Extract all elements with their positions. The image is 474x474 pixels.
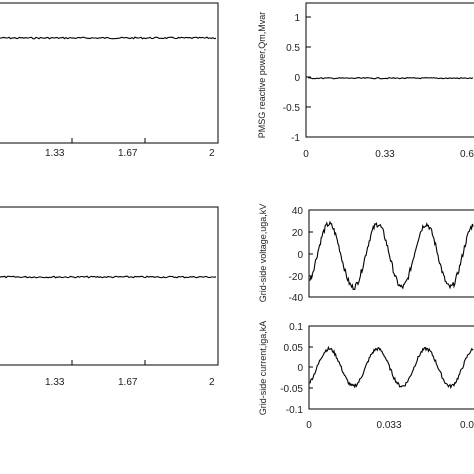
x-tick-label: 2 [209,377,215,388]
series-line [0,275,217,279]
x-tick-label: 0.033 [376,420,401,431]
y-tick-label: 0 [297,363,303,374]
series-line [307,77,474,80]
panel-frame [0,206,219,366]
y-tick-label: -40 [289,293,304,304]
x-tick-label: 0.0 [460,420,474,431]
y-tick-label: 20 [292,228,304,239]
x-tick-label: 1.33 [45,148,65,159]
y-tick-label: -0.1 [286,405,304,416]
x-tick-label: 0 [306,420,312,431]
series-line [0,36,217,40]
panel-frame [0,2,219,144]
y-tick-label: -0.5 [283,103,301,114]
y-tick-label: -0.05 [280,384,303,395]
y-tick-label: 0.1 [289,322,303,333]
y-axis-label: Grid-side voltage,uga,kV [258,204,268,303]
panel-bottom-left: 1.33 1.67 2 [0,206,219,388]
x-tick-label: 0 [303,149,309,160]
y-tick-label: 0 [294,73,300,84]
x-tick-label: 2 [209,148,215,159]
panel-frame [308,325,474,410]
y-tick-label: -1 [291,133,300,144]
panel-grid-voltage: 40 20 0 -20 -40 Grid-side voltage,uga,kV [258,204,474,304]
y-tick-label: 0.05 [284,343,304,354]
y-axis-label: Grid-side current,iga,kA [258,321,268,416]
y-tick-label: 1 [294,13,300,24]
x-tick-label: 1.67 [118,148,138,159]
panel-top-right: 1 0.5 0 -0.5 -1 0 0.33 0.6 PMSG reactive… [257,2,474,160]
series-line [309,345,474,390]
x-tick-label: 0.6 [460,149,474,160]
panel-frame [308,209,474,298]
x-tick-label: 1.33 [45,377,65,388]
y-tick-label: -20 [289,272,304,283]
y-tick-label: 0.5 [286,43,300,54]
panel-frame [305,2,474,138]
panel-top-left: 1.33 1.67 2 [0,2,219,159]
y-tick-label: 40 [292,206,304,217]
series-line [309,220,474,291]
y-axis-label: PMSG reactive power,Qm,Mvar [257,12,267,139]
x-tick-label: 1.67 [118,377,138,388]
y-tick-label: 0 [297,250,303,261]
x-tick-label: 0.33 [375,149,395,160]
panel-grid-current: 0.1 0.05 0 -0.05 -0.1 0 0.033 0.0 Grid-s… [258,321,474,431]
